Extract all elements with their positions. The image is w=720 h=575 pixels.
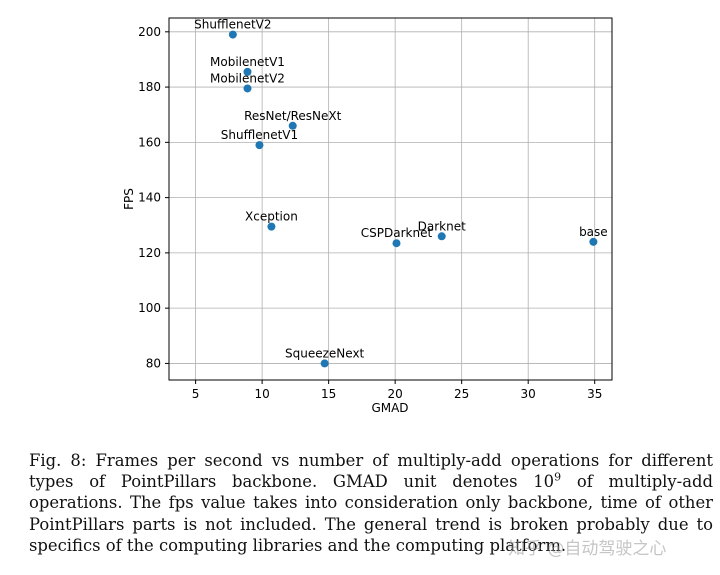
x-tick-label: 10 [254,387,269,401]
caption-exponent: 9 [554,470,562,484]
data-label: ShufflenetV1 [221,128,298,142]
y-tick-label: 180 [138,80,161,94]
data-label: MobilenetV2 [210,71,285,85]
y-tick-label: 160 [138,135,161,149]
figure-caption: Fig. 8: Frames per second vs number of m… [29,450,713,556]
x-tick-label: 15 [321,387,336,401]
x-tick-label: 5 [192,387,200,401]
plot-frame [168,17,613,381]
data-point [255,141,264,150]
data-point [392,239,401,248]
x-axis-ticks: 5 10 15 20 25 30 35 [192,380,602,401]
grid-lines [169,18,612,380]
data-point [243,84,252,93]
x-tick-label: 35 [587,387,602,401]
data-point [267,222,276,231]
data-label: ShufflenetV2 [194,18,271,32]
y-tick-label: 120 [138,246,161,260]
data-label: Darknet [418,219,466,233]
y-axis-ticks: 80 100 120 140 160 180 200 [138,25,169,370]
data-point [228,30,237,39]
data-label: CSPDarknet [361,226,433,240]
y-axis-title: FPS [122,188,136,210]
y-tick-label: 80 [146,356,161,370]
y-tick-label: 140 [138,191,161,205]
watermark: 知乎 @自动驾驶之心 [508,539,667,559]
data-label: SqueezeNext [285,346,365,360]
x-tick-label: 25 [454,387,469,401]
x-tick-label: 20 [388,387,403,401]
data-label: base [579,225,608,239]
data-points: ShufflenetV2 MobilenetV1 MobilenetV2 ResNet… [194,18,608,368]
data-point [437,232,446,241]
data-point [589,237,598,246]
data-label: MobilenetV1 [210,55,285,69]
x-tick-label: 30 [521,387,536,401]
data-point [288,121,297,130]
y-tick-label: 100 [138,301,161,315]
x-axis-title: GMAD [371,401,408,415]
data-label: ResNet/ResNeXt [244,109,342,123]
data-label: Xception [245,210,298,224]
data-point [243,67,252,76]
caption-prefix: Fig. 8: Frames per second vs number of m… [29,451,713,492]
scatter-chart: 5 10 15 20 25 30 35 80 100 120 140 160 180 200 Shuff… [122,17,613,415]
y-tick-label: 200 [138,25,161,39]
data-point [320,359,329,368]
caption-suffix: of multiply-add operations. The fps valu… [29,472,713,555]
